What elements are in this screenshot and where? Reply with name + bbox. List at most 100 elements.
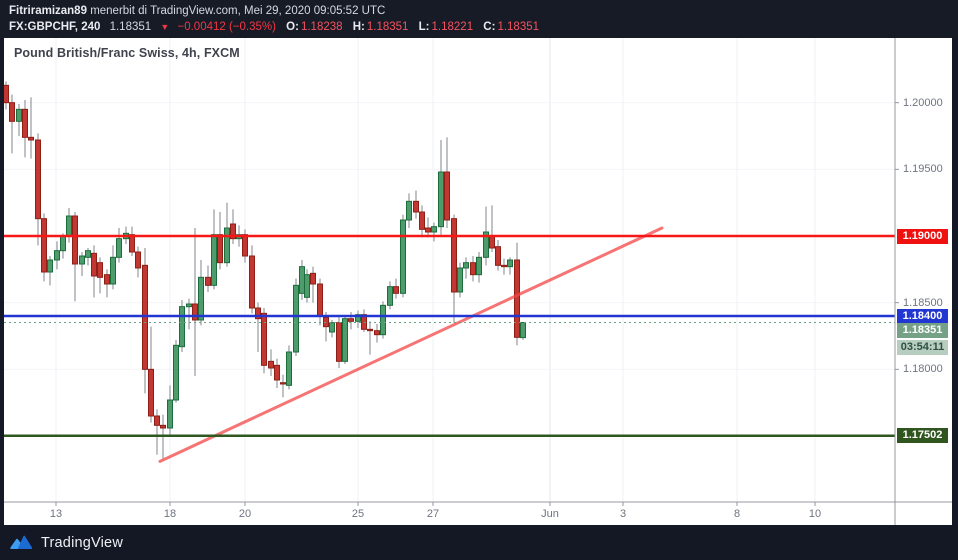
- candle-up: [457, 267, 463, 293]
- candle-down: [501, 264, 507, 268]
- candle-down: [336, 322, 342, 362]
- candle-down: [361, 314, 367, 330]
- candle-up: [380, 304, 386, 336]
- candle-up: [342, 318, 348, 362]
- candle-down: [249, 255, 255, 309]
- high-label: H:: [352, 21, 365, 33]
- candle-down: [104, 274, 110, 285]
- candle-down: [148, 368, 154, 417]
- candle-up: [85, 250, 91, 258]
- candlestick-plot[interactable]: [4, 38, 952, 525]
- time-tick-label: 10: [808, 508, 822, 520]
- time-tick-label: 13: [49, 508, 63, 520]
- tradingview-brand[interactable]: TradingView: [41, 534, 123, 551]
- candle-up: [400, 219, 406, 294]
- candle-up: [304, 274, 310, 298]
- last-price: 1.18351: [109, 21, 152, 33]
- candle-down: [217, 234, 223, 264]
- candle-down: [230, 223, 236, 240]
- candle-down: [142, 264, 148, 370]
- candle-up: [110, 256, 116, 285]
- candle-up: [173, 344, 179, 401]
- candle-down: [35, 139, 41, 220]
- bar-countdown-badge: 03:54:11: [897, 339, 948, 355]
- low-label: L:: [418, 21, 430, 33]
- candle-up: [167, 399, 173, 429]
- author-name: Fitriramizan89: [9, 5, 87, 17]
- candle-down: [280, 382, 286, 385]
- candle-up: [116, 238, 122, 258]
- footer-bar: TradingView: [0, 525, 958, 560]
- candle-down: [135, 251, 141, 269]
- tradingview-logo-icon[interactable]: [9, 534, 34, 552]
- candle-down: [91, 252, 97, 277]
- time-tick-label: 27: [426, 508, 440, 520]
- byline-text: menerbit di TradingView.com, Mei 29, 202…: [90, 5, 386, 17]
- candle-down: [310, 272, 316, 285]
- candle-down: [451, 218, 457, 293]
- chart-panel[interactable]: Pound British/Franc Swiss, 4h, FXCM 1.20…: [4, 38, 952, 525]
- candle-down: [348, 318, 354, 322]
- price-badge-support-1.184: 1.18400: [897, 308, 948, 324]
- chart-title: Pound British/Franc Swiss, 4h, FXCM: [14, 46, 240, 60]
- candle-up: [286, 351, 292, 386]
- candle-down: [192, 303, 198, 321]
- candle-up: [198, 276, 204, 321]
- candle-down: [97, 262, 103, 278]
- time-tick-label: 8: [733, 508, 741, 520]
- candle-down: [413, 200, 419, 213]
- high-value: 1.18351: [366, 21, 409, 33]
- time-tick-label: 18: [163, 508, 177, 520]
- candle-down: [393, 286, 399, 294]
- candle-down: [129, 234, 135, 253]
- candle-down: [367, 328, 373, 332]
- time-axis[interactable]: 13 18 20 25 27 Jun 3 8 10: [4, 503, 895, 525]
- current-price-badge: 1.18351: [897, 322, 948, 338]
- symbol-row: FX:GBPCHF, 240 1.18351 ▼ −0.00412 (−0.35…: [9, 19, 958, 35]
- price-change: −0.00412 (−0.35%): [177, 21, 276, 33]
- price-axis[interactable]: 1.20000 1.19500 1.18500 1.18000 1.19000 1.184…: [895, 38, 952, 502]
- price-tick-label: 1.19500: [903, 163, 943, 176]
- price-down-icon: ▼: [160, 22, 170, 32]
- candle-up: [476, 256, 482, 276]
- open-value: 1.18238: [300, 21, 343, 33]
- candle-up: [406, 200, 412, 221]
- price-tick-label: 1.18500: [903, 296, 943, 309]
- candle-down: [419, 211, 425, 230]
- candle-down: [261, 312, 267, 366]
- candle-down: [154, 415, 160, 426]
- candle-up: [16, 108, 22, 122]
- candle-down: [72, 215, 78, 265]
- candle-down: [4, 84, 9, 104]
- candle-down: [489, 235, 495, 249]
- candle-down: [22, 108, 28, 138]
- price-badge-resistance-1.19: 1.19000: [897, 228, 948, 244]
- low-value: 1.18221: [431, 21, 474, 33]
- symbol-interval: FX:GBPCHF, 240: [9, 21, 101, 33]
- price-tick-label: 1.20000: [903, 96, 943, 109]
- candle-down: [374, 330, 380, 336]
- candle-down: [514, 259, 520, 338]
- candle-down: [495, 246, 501, 266]
- snapshot-header: Fitriramizan89 menerbit di TradingView.c…: [0, 0, 958, 38]
- candle-up: [224, 227, 230, 264]
- candle-up: [211, 234, 217, 286]
- candle-up: [507, 259, 513, 268]
- candle-down: [274, 364, 280, 381]
- close-value: 1.18351: [497, 21, 540, 33]
- candle-down: [268, 360, 274, 369]
- time-tick-label: 25: [351, 508, 365, 520]
- candle-down: [28, 136, 34, 141]
- candle-up: [387, 286, 393, 306]
- trendline-drawing[interactable]: [158, 226, 664, 463]
- candle-up: [520, 322, 526, 339]
- candle-up: [66, 215, 72, 237]
- candle-down: [317, 283, 323, 317]
- candle-up: [463, 262, 469, 269]
- time-tick-label: 3: [619, 508, 627, 520]
- candle-down: [444, 171, 450, 221]
- candle-up: [60, 235, 66, 252]
- candle-up: [438, 171, 444, 228]
- time-tick-label: 20: [238, 508, 252, 520]
